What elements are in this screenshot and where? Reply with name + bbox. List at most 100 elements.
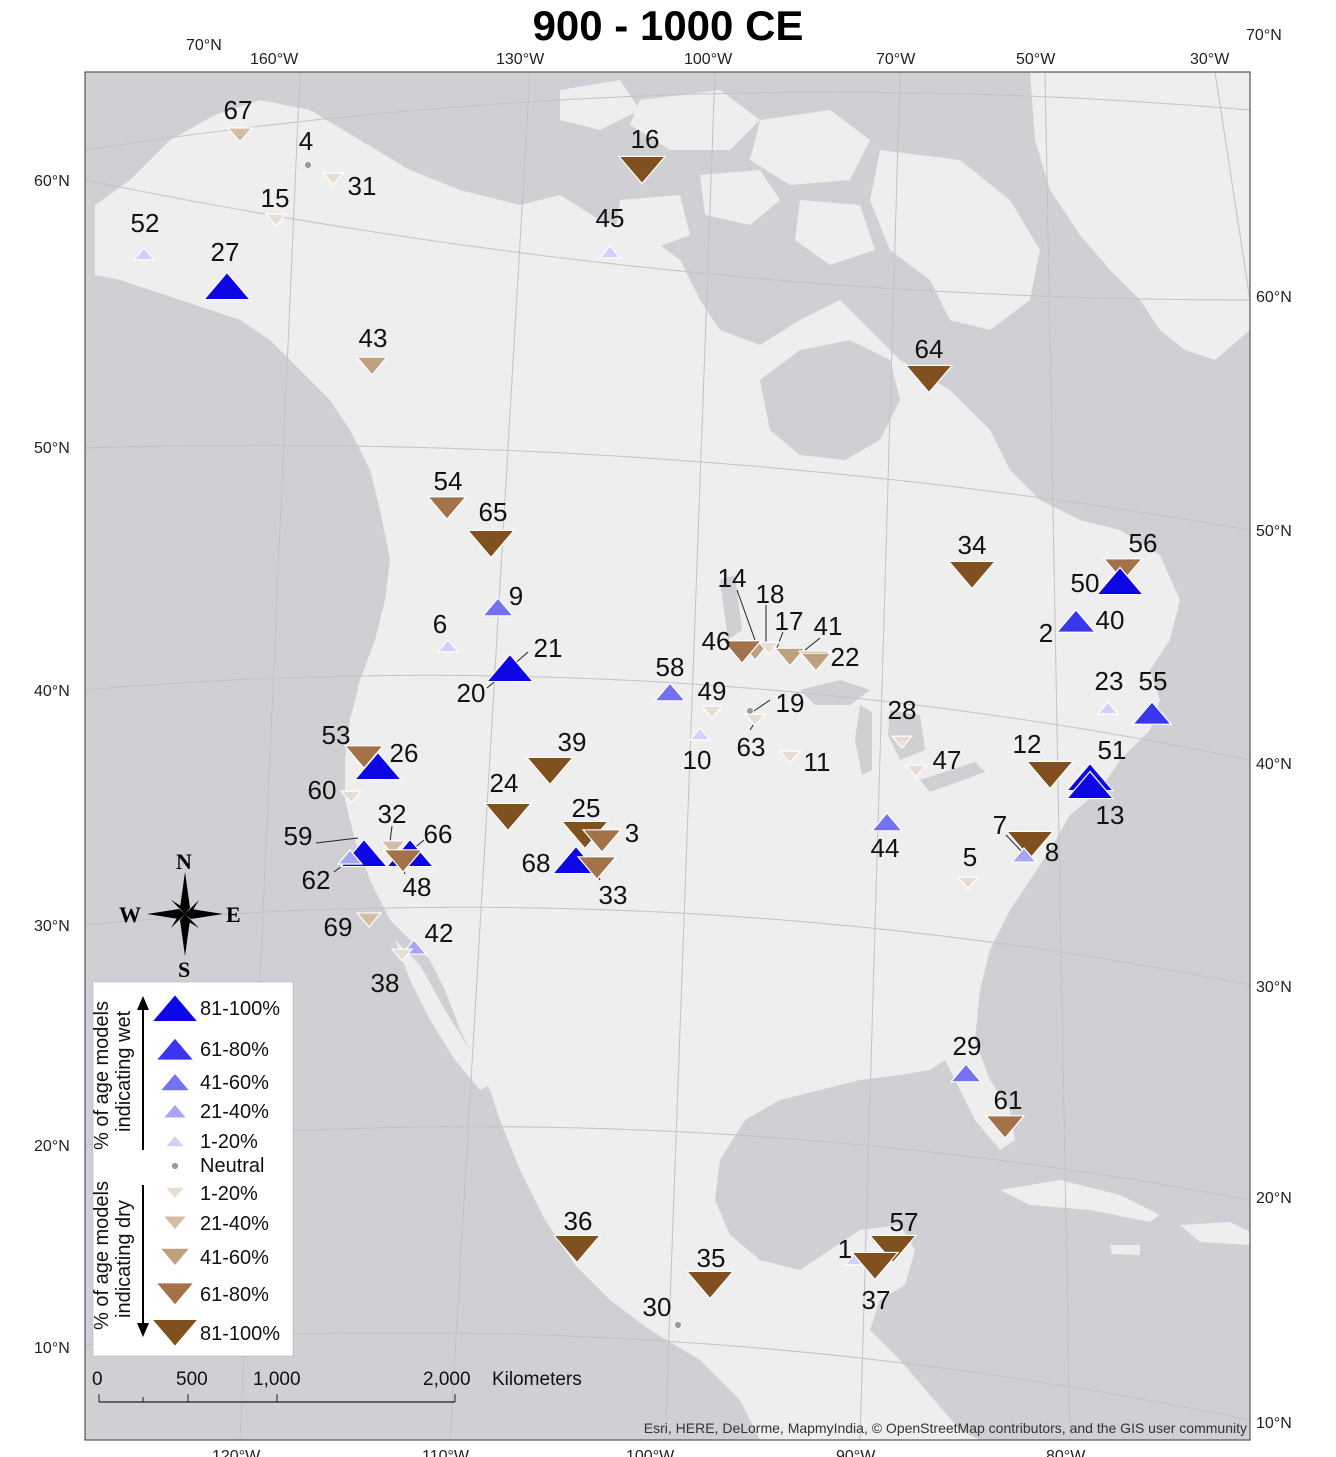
- site-marker-17: [773, 647, 807, 667]
- site-label-52: 52: [131, 208, 160, 238]
- site-marker-38: [390, 948, 414, 962]
- scale-tick-1000: 1,000: [253, 1369, 301, 1390]
- site-label-47: 47: [933, 745, 962, 775]
- site-marker-44: [870, 812, 904, 832]
- site-label-33: 33: [599, 880, 628, 910]
- site-marker-5: [956, 876, 980, 890]
- compass-west-arm: [147, 909, 185, 919]
- site-label-22: 22: [831, 642, 860, 672]
- site-label-49: 49: [698, 676, 727, 706]
- land-layer: [95, 72, 1250, 1440]
- legend-dry-symbol-4: [154, 1282, 196, 1307]
- site-label-39: 39: [558, 727, 587, 757]
- grat-top-160w: 160°W: [250, 51, 299, 68]
- site-marker-37: [850, 1251, 900, 1281]
- site-label-42: 42: [425, 918, 454, 948]
- lake-huron: [888, 710, 925, 760]
- site-label-35: 35: [697, 1243, 726, 1273]
- legend-neutral-symbol: [171, 1162, 179, 1170]
- jamaica: [1110, 1245, 1140, 1255]
- graticule-meridian-f: [1214, 72, 1250, 301]
- site-label-56: 56: [1129, 528, 1158, 558]
- site-label-24: 24: [490, 768, 519, 798]
- graticule-parallel-40n: [85, 674, 1250, 761]
- site-marker-64: [904, 364, 954, 394]
- scale-tick-2000: 2,000: [423, 1369, 471, 1390]
- grat-right-10n: 10°N: [1256, 1415, 1292, 1432]
- site-marker-24: [483, 802, 533, 832]
- legend-wet-symbol-4: [154, 1036, 196, 1061]
- site-label-65: 65: [479, 497, 508, 527]
- grat-right-30n: 30°N: [1256, 979, 1292, 996]
- site-label-32: 32: [378, 799, 407, 829]
- site-marker-10: [688, 727, 712, 741]
- site-label-6: 6: [433, 609, 447, 639]
- grat-left-20n: 20°N: [34, 1138, 70, 1155]
- graticule-parallel-30n: [85, 906, 1250, 986]
- site-marker-26: [353, 751, 403, 781]
- site-marker-33: [576, 856, 618, 881]
- site-marker-49: [700, 705, 724, 719]
- site-marker-19: [746, 707, 754, 715]
- north-america-mainland: [95, 100, 1180, 1440]
- site-marker-56: [1102, 558, 1144, 583]
- site-label-34: 34: [958, 530, 987, 560]
- site-marker-11: [778, 750, 802, 764]
- legend-label-wet-3: 41-60%: [200, 1072, 269, 1094]
- site-marker-48: [382, 849, 424, 874]
- grat-left-30n: 30°N: [34, 918, 70, 935]
- compass-east-arm: [185, 909, 223, 919]
- site-marker-46: [721, 640, 763, 665]
- site-label-63: 63: [737, 732, 766, 762]
- compass-s-label: S: [178, 957, 190, 982]
- compass-south-arm: [180, 914, 190, 956]
- site-label-28: 28: [888, 695, 917, 725]
- site-label-8: 8: [1045, 837, 1059, 867]
- site-label-57: 57: [890, 1207, 919, 1237]
- site-marker-47: [904, 764, 928, 778]
- legend-label-wet-2: 21-40%: [200, 1101, 269, 1123]
- site-marker-6: [436, 639, 460, 653]
- site-label-31: 31: [348, 171, 377, 201]
- site-label-48: 48: [403, 872, 432, 902]
- leader-17: [775, 631, 784, 651]
- site-marker-52: [132, 247, 156, 261]
- grat-right-20n: 20°N: [1256, 1190, 1292, 1207]
- site-label-11: 11: [804, 747, 831, 777]
- site-label-7: 7: [993, 810, 1007, 840]
- graticule-labels: 70°N 160°W 130°W 100°W 70°W 50°W 30°W 70…: [34, 27, 1292, 1457]
- leader-41: [804, 637, 821, 651]
- site-marker-22: [799, 652, 833, 672]
- site-marker-7: [1005, 830, 1055, 860]
- site-label-55: 55: [1139, 666, 1168, 696]
- compass-w-label: W: [119, 902, 141, 927]
- site-marker-4: [304, 161, 312, 169]
- legend-label-dry-5: 81-100%: [200, 1323, 280, 1345]
- site-label-40: 40: [1096, 605, 1125, 635]
- site-label-61: 61: [994, 1085, 1023, 1115]
- site-marker-15: [264, 213, 288, 227]
- legend-wet-symbol-3: [158, 1072, 192, 1092]
- site-marker-20: [485, 653, 535, 683]
- site-label-50: 50: [1071, 568, 1100, 598]
- grat-top-70w: 70°W: [876, 51, 916, 68]
- grat-left-60n: 60°N: [34, 173, 70, 190]
- compass-sw: [171, 914, 185, 928]
- site-marker-63: [743, 713, 767, 727]
- site-label-44: 44: [871, 833, 900, 863]
- site-marker-58: [653, 682, 687, 702]
- site-marker-2: [1055, 608, 1097, 633]
- hispaniola: [1180, 1222, 1250, 1245]
- leader-19: [753, 699, 771, 712]
- wet-arrow-head: [137, 996, 149, 1010]
- graticule-meridian-d: [859, 72, 901, 1440]
- legend-label-dry-4: 61-80%: [200, 1284, 269, 1306]
- site-label-51: 51: [1098, 735, 1127, 765]
- legend-wet-title-1: % of age models: [91, 1001, 113, 1150]
- legend-label-neutral: Neutral: [200, 1155, 264, 1177]
- legend-label-dry-2: 21-40%: [200, 1213, 269, 1235]
- grat-bottom-110w: 110°W: [422, 1448, 470, 1457]
- site-label-38: 38: [371, 968, 400, 998]
- site-label-59: 59: [284, 821, 313, 851]
